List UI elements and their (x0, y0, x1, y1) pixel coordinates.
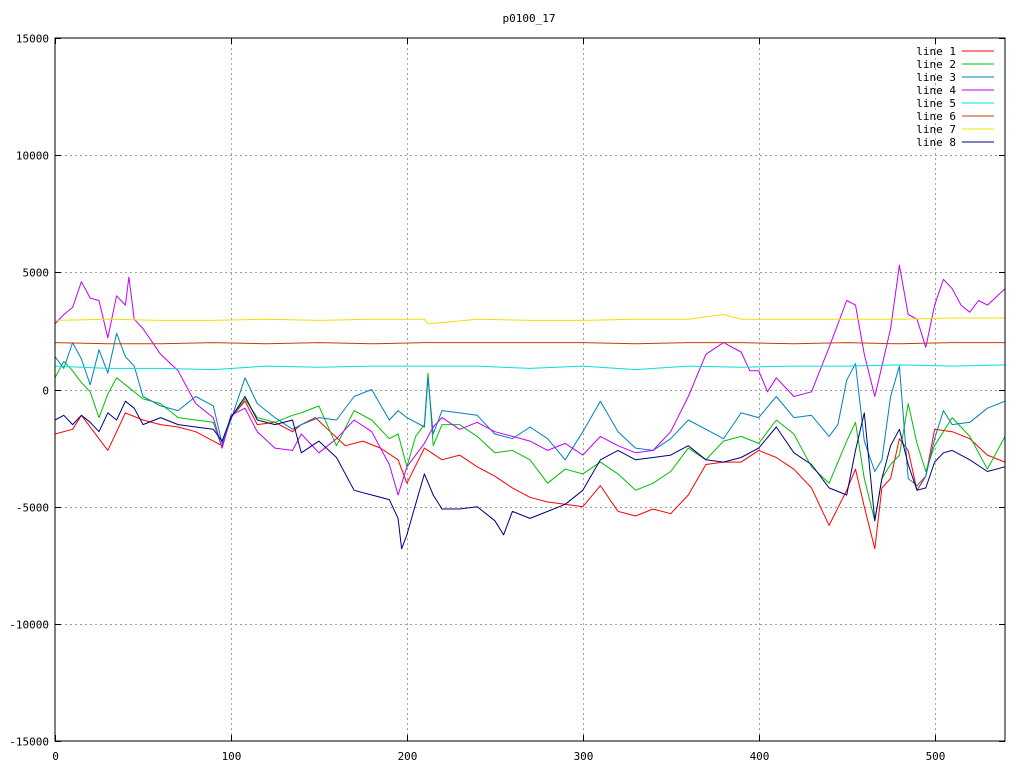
legend-label: line 7 (916, 123, 956, 136)
y-tick-label: -5000 (16, 502, 49, 515)
series-line-3 (54, 332, 1006, 487)
series-line-7 (54, 314, 1005, 325)
grid-lines (55, 38, 1005, 741)
series-line-1 (54, 400, 1006, 550)
y-axis-ticks: -15000 -10000 -5000 0 5000 10000 15000 (9, 33, 1005, 749)
legend-label: line 3 (916, 71, 956, 84)
x-tick-label: 200 (398, 750, 418, 763)
legend-label: line 6 (916, 110, 956, 123)
legend-label: line 8 (916, 136, 956, 149)
y-tick-label: -10000 (9, 619, 49, 632)
x-tick-label: 0 (52, 750, 59, 763)
series-line-2 (54, 360, 1006, 522)
chart-title: p0100_17 (503, 12, 556, 25)
series-line-5 (54, 364, 1006, 371)
legend-label: line 4 (916, 84, 956, 97)
y-tick-label: 15000 (16, 33, 49, 46)
y-tick-label: 5000 (23, 267, 50, 280)
legend-label: line 2 (916, 58, 956, 71)
x-tick-label: 500 (926, 750, 946, 763)
series-line-8 (54, 396, 1006, 550)
series-line-4 (54, 264, 1006, 496)
series-lines (54, 264, 1006, 550)
series-line-6 (54, 342, 1005, 345)
x-axis-ticks: 0 100 200 300 400 500 (52, 38, 945, 763)
x-tick-label: 300 (574, 750, 594, 763)
legend-label: line 5 (916, 97, 956, 110)
y-tick-label: 0 (42, 385, 49, 398)
y-tick-label: 10000 (16, 150, 49, 163)
x-tick-label: 400 (750, 750, 770, 763)
x-tick-label: 100 (222, 750, 242, 763)
plot-frame (54, 37, 1006, 742)
y-tick-label: -15000 (9, 736, 49, 749)
legend-label: line 1 (916, 45, 956, 58)
